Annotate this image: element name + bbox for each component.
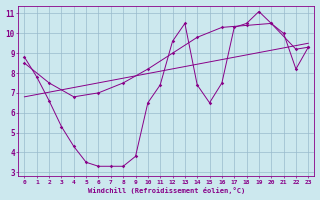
X-axis label: Windchill (Refroidissement éolien,°C): Windchill (Refroidissement éolien,°C)	[88, 187, 245, 194]
